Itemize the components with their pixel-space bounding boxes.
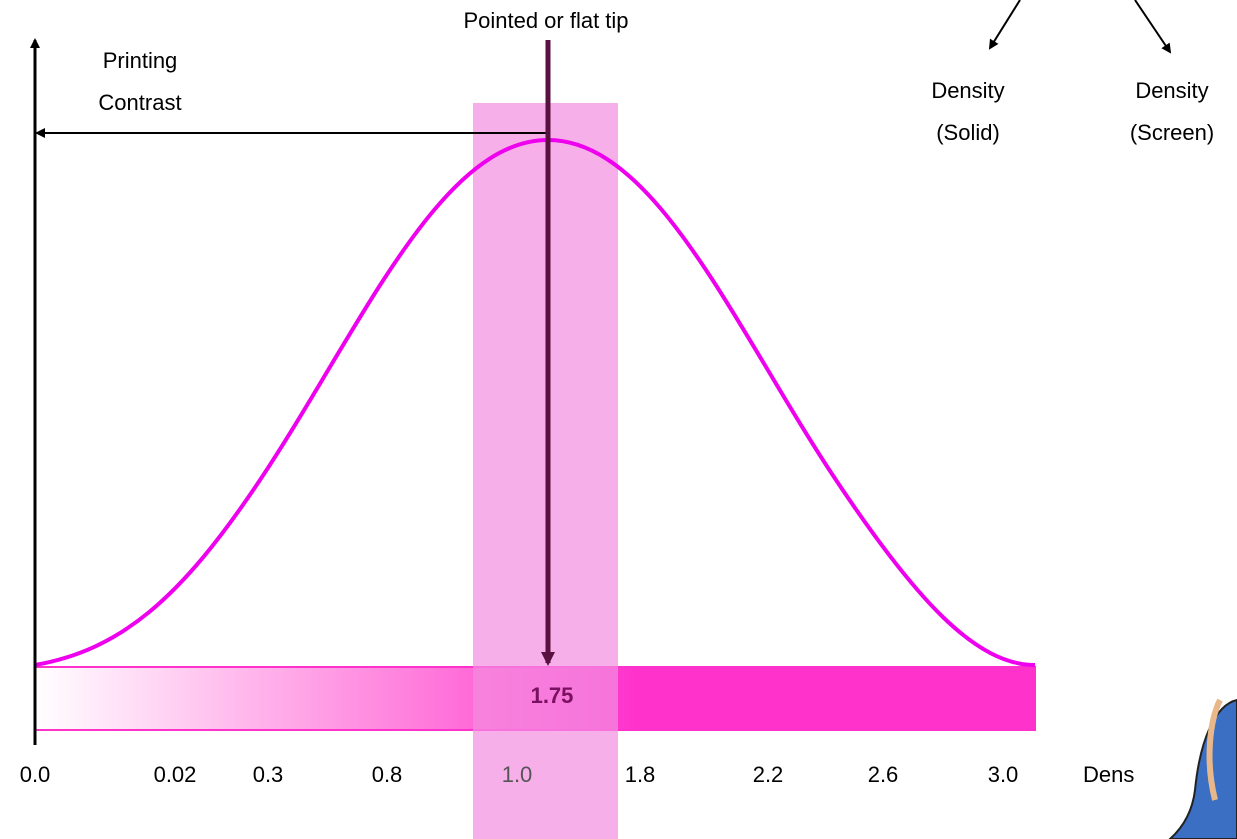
x-axis-title: Dens [1083, 762, 1134, 787]
screen-arrow [1135, 0, 1170, 52]
page: {"tip_label": "Pointed or flat tip", "y_… [0, 0, 1237, 839]
x-axis-label: 2.2 [753, 762, 784, 787]
x-axis-label: 0.0 [20, 762, 51, 787]
density-screen-label: (Screen) [1130, 120, 1214, 145]
x-axis-label: 0.02 [154, 762, 197, 787]
solid-arrow [990, 0, 1020, 48]
y-axis-label: Printing [103, 48, 178, 73]
density-solid-label: (Solid) [936, 120, 1000, 145]
band-value: 1.75 [531, 683, 574, 708]
x-axis-label: 2.6 [868, 762, 899, 787]
x-axis-label: 0.3 [253, 762, 284, 787]
density-screen-label: Density [1135, 78, 1208, 103]
density-solid-label: Density [931, 78, 1004, 103]
x-axis-label: 1.0 [502, 762, 533, 787]
x-axis-label: 0.8 [372, 762, 403, 787]
x-axis-label: 3.0 [988, 762, 1019, 787]
x-axis-label: 1.8 [625, 762, 656, 787]
diagram: Pointed or flat tip Printing Contrast De… [0, 0, 1237, 839]
clipart [1170, 700, 1237, 839]
y-axis-label: Contrast [98, 90, 181, 115]
tip-label: Pointed or flat tip [463, 8, 628, 33]
